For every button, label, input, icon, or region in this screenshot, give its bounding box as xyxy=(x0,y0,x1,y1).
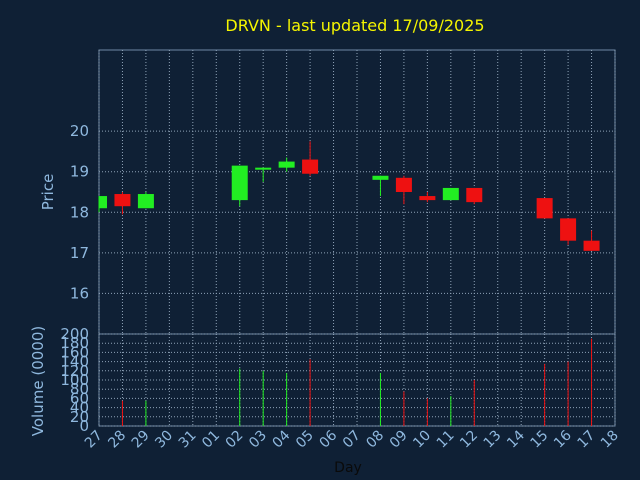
x-tick-label: 18 xyxy=(598,428,622,452)
x-tick-label: 11 xyxy=(434,428,458,452)
price-axis-label: Price xyxy=(39,174,57,211)
x-tick-label: 15 xyxy=(528,428,552,452)
x-tick-label: 31 xyxy=(176,428,200,452)
x-tick-label: 08 xyxy=(363,428,387,452)
candle-body xyxy=(372,175,389,180)
volume-tick-label: 0 xyxy=(79,417,89,435)
candle-body xyxy=(137,194,154,209)
volume-tick-label: 160 xyxy=(60,343,89,361)
volume-tick-label: 140 xyxy=(60,353,89,371)
x-tick-label: 12 xyxy=(457,428,481,452)
candle-body xyxy=(466,187,483,203)
x-tick-label: 09 xyxy=(387,428,411,452)
price-tick-label: 19 xyxy=(70,163,89,181)
price-tick-label: 16 xyxy=(70,284,89,302)
candle-body xyxy=(302,159,319,174)
candle-body xyxy=(536,198,553,219)
x-tick-label: 02 xyxy=(223,428,247,452)
candle-body xyxy=(442,187,459,201)
price-tick-label: 17 xyxy=(70,244,89,262)
x-tick-label: 06 xyxy=(316,427,340,451)
volume-tick-label: 100 xyxy=(60,371,89,389)
candle-body xyxy=(231,165,248,201)
chart-title: DRVN - last updated 17/09/2025 xyxy=(225,16,484,35)
x-tick-label: 01 xyxy=(199,428,223,452)
x-tick-label: 07 xyxy=(340,428,364,452)
x-tick-label: 17 xyxy=(574,428,598,452)
x-tick-label: 13 xyxy=(481,428,505,452)
x-tick-label: 16 xyxy=(551,427,575,451)
volume-tick-label: 60 xyxy=(70,389,89,407)
x-tick-label: 14 xyxy=(504,427,528,451)
x-tick-label: 05 xyxy=(293,428,317,452)
candle-body xyxy=(255,167,272,170)
volume-tick-label: 20 xyxy=(70,408,89,426)
candle-body xyxy=(583,240,600,251)
x-tick-label: 04 xyxy=(270,427,294,451)
x-axis-label: Day xyxy=(334,460,362,476)
x-tick-label: 10 xyxy=(410,428,434,452)
candle-body xyxy=(395,177,412,192)
x-tick-label: 30 xyxy=(152,428,176,452)
volume-tick-label: 40 xyxy=(70,399,89,417)
candle-body xyxy=(560,218,577,241)
price-tick-label: 18 xyxy=(70,203,89,221)
volume-tick-label: 80 xyxy=(70,380,89,398)
candle-body xyxy=(278,161,295,168)
candle-body xyxy=(419,196,436,201)
volume-tick-label: 120 xyxy=(60,362,89,380)
volume-tick-label: 180 xyxy=(60,334,89,352)
x-tick-label: 28 xyxy=(105,428,129,452)
candle-body xyxy=(114,194,131,207)
volume-tick-label: 200 xyxy=(60,325,89,343)
price-tick-label: 20 xyxy=(70,122,89,140)
x-tick-label: 29 xyxy=(129,428,153,452)
volume-axis-label: Volume (0000) xyxy=(29,326,47,436)
candle-body xyxy=(99,196,107,209)
x-tick-label: 03 xyxy=(246,428,270,452)
